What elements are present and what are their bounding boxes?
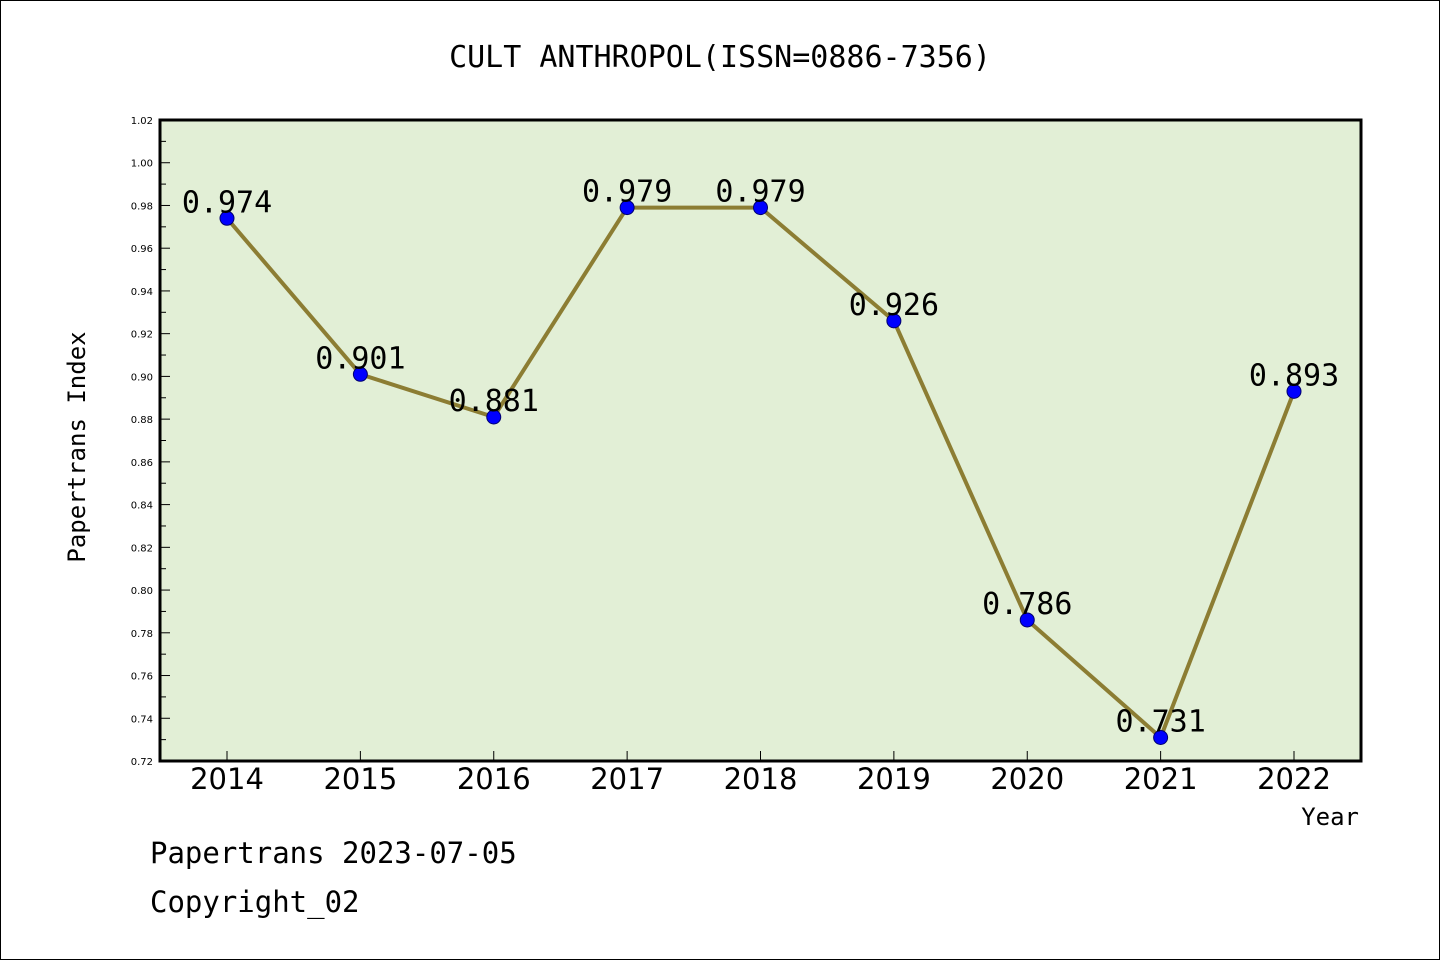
- chart-title: CULT ANTHROPOL(ISSN=0886-7356): [449, 40, 991, 75]
- y-tick-label: 0.82: [131, 543, 153, 554]
- data-label: 0.926: [849, 288, 939, 323]
- y-tick-label: 0.84: [131, 501, 153, 512]
- data-point-marker: [1286, 383, 1302, 399]
- x-tick-label: 2020: [990, 762, 1064, 796]
- y-tick-label: 0.80: [131, 586, 153, 597]
- data-label: 0.974: [182, 185, 272, 220]
- x-tick-label: 2014: [190, 762, 264, 796]
- x-tick-label: 2016: [457, 762, 531, 796]
- x-tick-label: 2021: [1124, 762, 1198, 796]
- data-label: 0.893: [1249, 358, 1339, 393]
- data-point-marker: [886, 313, 902, 329]
- y-axis: 0.72 0.74 0.76 0.78 0.80 0.82 0.84 0.86 0.88 0.90…: [131, 116, 170, 768]
- y-tick-label: 0.88: [131, 415, 153, 426]
- x-tick-label: 2018: [724, 762, 798, 796]
- data-label: 0.979: [715, 175, 805, 210]
- y-tick-label: 0.86: [131, 458, 153, 469]
- data-label: 0.786: [982, 587, 1072, 622]
- data-point-marker: [753, 200, 768, 216]
- y-tick-label: 0.72: [131, 757, 153, 768]
- data-label: 0.881: [449, 384, 539, 419]
- y-tick-label: 1.00: [131, 159, 153, 170]
- x-tick-label: 2017: [590, 762, 664, 796]
- plot-area: [158, 118, 1363, 763]
- data-labels: 0.974 0.901 0.881 0.979 0.979 0.926 0.786 0.731…: [182, 175, 1339, 740]
- y-tick-label: 0.78: [131, 629, 153, 640]
- data-label: 0.979: [582, 175, 672, 210]
- y-tick-label: 0.92: [131, 330, 153, 341]
- y-tick-label: 1.02: [131, 116, 153, 127]
- data-point-marker: [352, 366, 368, 382]
- data-point-marker: [619, 200, 635, 216]
- series-markers: [219, 200, 1302, 745]
- data-label: 0.901: [315, 341, 405, 376]
- data-point-marker: [486, 409, 502, 425]
- y-tick-label: 0.76: [131, 672, 153, 683]
- y-tick-label: 0.94: [131, 287, 153, 298]
- data-point-marker: [1153, 729, 1169, 745]
- x-tick-label: 2015: [323, 762, 397, 796]
- footer-copyright-text: Copyright_02: [150, 885, 360, 919]
- x-tick-label: 2019: [857, 762, 931, 796]
- x-axis-title: Year: [1301, 803, 1359, 831]
- y-axis-title: Papertrans Index: [63, 331, 91, 562]
- x-axis: 2014 2015 2016 2017 2018 2019 2020 2021 2022: [190, 751, 1331, 796]
- footer-date-text: Papertrans 2023-07-05: [150, 836, 517, 870]
- y-tick-label: 0.98: [131, 201, 153, 212]
- data-point-marker: [1019, 612, 1035, 628]
- data-point-marker: [219, 210, 235, 226]
- y-tick-label: 0.74: [131, 714, 153, 725]
- y-tick-label: 0.96: [131, 244, 153, 255]
- data-label: 0.731: [1115, 704, 1205, 739]
- x-tick-label: 2022: [1257, 762, 1331, 796]
- y-tick-label: 0.90: [131, 372, 153, 383]
